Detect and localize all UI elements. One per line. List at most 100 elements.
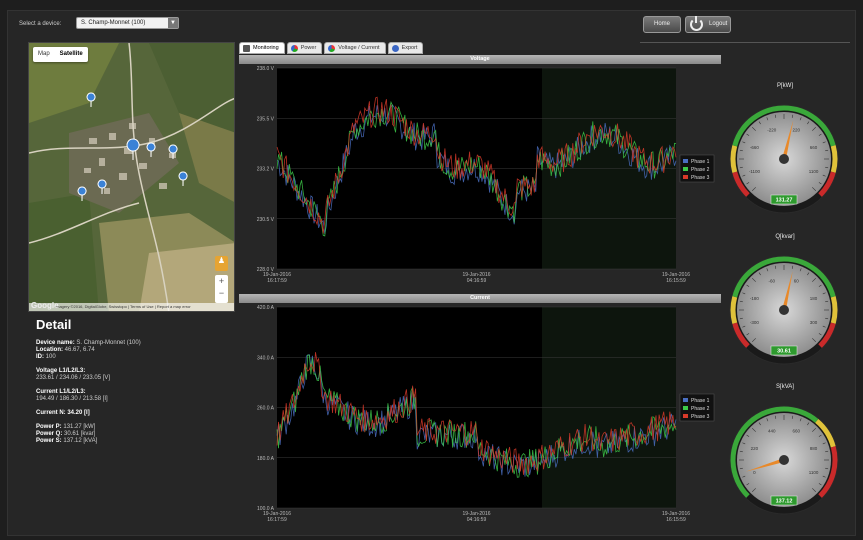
gauge-tick: [822, 475, 826, 478]
gauge-tick: [791, 415, 794, 419]
legend-label: Phase 1: [691, 398, 710, 404]
satellite-map[interactable]: Map Satellite ♟ + − Imagery ©2016, Digit…: [28, 42, 235, 312]
gauge-tick: [739, 317, 743, 320]
current-chart: Current 100.0 A 180.0 A 260.0 A 340.0 A 420.…: [239, 294, 721, 530]
gauge-q: -300 -180 -60 60 180 300 30.61: [729, 255, 839, 365]
map-marker-icon: [146, 142, 156, 158]
gauge-tick: [807, 422, 810, 426]
gauge-tick: [807, 272, 810, 276]
y-tick-label: 230.5 V: [257, 217, 275, 223]
gauge-tick-label: 60: [794, 278, 800, 283]
series-line-3: [276, 96, 677, 234]
gauge-tick: [742, 174, 746, 177]
gauge-tick: [822, 325, 826, 328]
street-view-pegman-icon[interactable]: ♟: [215, 256, 228, 271]
detail-id: ID: 100: [36, 354, 56, 360]
gauge-hub: [779, 154, 789, 164]
gauge-band: [730, 296, 738, 324]
gauge-tick: [812, 427, 817, 432]
gauge-value: 30.61: [777, 349, 791, 355]
x-tick-label: 19-Jan-2016: [462, 511, 490, 517]
map-type-map[interactable]: Map: [38, 51, 50, 57]
y-tick-label: 180.0 A: [257, 456, 275, 462]
gauge-tick: [818, 333, 822, 336]
google-logo: Google: [31, 301, 59, 310]
gauge-tick: [825, 450, 829, 453]
gauge-p: -1100 -660 -220 220 660 1100 131.27: [729, 104, 839, 214]
gauge-tick: [758, 121, 761, 125]
gauge-band: [818, 446, 838, 498]
y-tick-label: 260.0 A: [257, 406, 275, 412]
device-select[interactable]: S. Champ-Monnet (100) ▼: [76, 17, 179, 29]
device-select-label: Select a device:: [19, 21, 62, 27]
gauge-tick: [758, 422, 761, 426]
detail-location: Location: 46.67, 6.74: [36, 347, 95, 353]
gauge-band: [815, 419, 836, 448]
gauge-band: [732, 256, 836, 298]
zoom-out-button[interactable]: −: [218, 288, 225, 298]
gauge-tick: [758, 272, 761, 276]
gauge-tick: [751, 277, 756, 282]
map-markers: [77, 92, 188, 202]
gauge-tick: [746, 333, 750, 336]
home-button[interactable]: Home: [643, 16, 681, 33]
gauge-tick: [739, 166, 743, 169]
gauge-band: [818, 171, 836, 197]
detail-current-n: Current N: 34.20 [I]: [36, 410, 90, 416]
detail-voltage-value: 233.61 / 234.06 / 233.05 [V]: [36, 375, 111, 381]
gauge-tick-label: 220: [792, 127, 800, 132]
y-tick-label: 100.0 A: [257, 506, 275, 512]
map-type-satellite[interactable]: Satellite: [59, 51, 83, 57]
x-tick-label: 19-Jan-2016: [662, 272, 690, 278]
current-chart-canvas: 100.0 A 180.0 A 260.0 A 340.0 A 420.0 A 19-Ja…: [257, 305, 715, 523]
gauge-tick-label: -220: [767, 127, 777, 132]
gauge-band: [730, 406, 819, 498]
gauge-tick-label: -180: [750, 296, 760, 301]
legend-swatch: [683, 175, 688, 179]
gauge-band: [818, 322, 836, 348]
gauge-tick: [812, 488, 817, 493]
detail-power-q: Power Q: 30.61 [kvar]: [36, 431, 96, 437]
gauge-value: 137.12: [776, 499, 793, 505]
y-tick-label: 238.0 V: [257, 66, 275, 72]
gauge-s: 0 220 440 660 880 1100 137.12: [729, 405, 839, 515]
gauge-tick: [825, 467, 829, 470]
detail-voltage-label: Voltage L1/L2/L3:: [36, 368, 86, 374]
voltage-current-icon: [328, 44, 336, 52]
gauge-tick: [822, 442, 826, 445]
gauge-band: [732, 322, 750, 348]
gauge-tick-label: 660: [810, 145, 818, 150]
gauge-tick: [825, 149, 829, 152]
gauge-tick: [746, 284, 750, 287]
power-chart-icon: [290, 44, 298, 52]
tab-voltage-current[interactable]: Voltage / Current: [324, 42, 386, 54]
logout-button[interactable]: Logout: [685, 16, 731, 33]
legend-swatch: [683, 159, 688, 163]
zoom-in-button[interactable]: +: [218, 276, 225, 286]
y-tick-label: 420.0 A: [257, 305, 275, 311]
gauge-tick: [807, 121, 810, 125]
gauge-tick: [751, 187, 756, 192]
tab-power[interactable]: Power: [286, 42, 323, 54]
gauge-tick: [751, 427, 756, 432]
gauge-tick: [825, 317, 829, 320]
gauge-tick: [818, 182, 822, 185]
gauge-tick: [825, 300, 829, 303]
tab-export[interactable]: Export: [387, 42, 424, 54]
tab-monitoring[interactable]: Monitoring: [239, 42, 285, 54]
x-tick-label: 19-Jan-2016: [462, 272, 490, 278]
gauge-tick: [822, 141, 826, 144]
gauge-tick-label: 660: [792, 428, 800, 433]
gauge-tick: [812, 277, 817, 282]
gauge-tick: [746, 182, 750, 185]
gauge-value: 131.27: [776, 198, 793, 204]
gauge-tick-label: -60: [768, 278, 775, 283]
legend-swatch: [683, 414, 688, 418]
voltage-chart-canvas: 228.0 V 230.5 V 233.2 V 235.5 V 238.0 V 19-Ja…: [257, 66, 715, 284]
gauge-tick: [751, 488, 756, 493]
detail-panel: Detail Device name: S. Champ-Monnet (100…: [36, 317, 236, 445]
map-marker-icon: [77, 186, 87, 202]
map-marker-icon: [168, 144, 178, 160]
device-select-value: S. Champ-Monnet (100): [81, 20, 146, 26]
logout-label: Logout: [709, 21, 728, 27]
